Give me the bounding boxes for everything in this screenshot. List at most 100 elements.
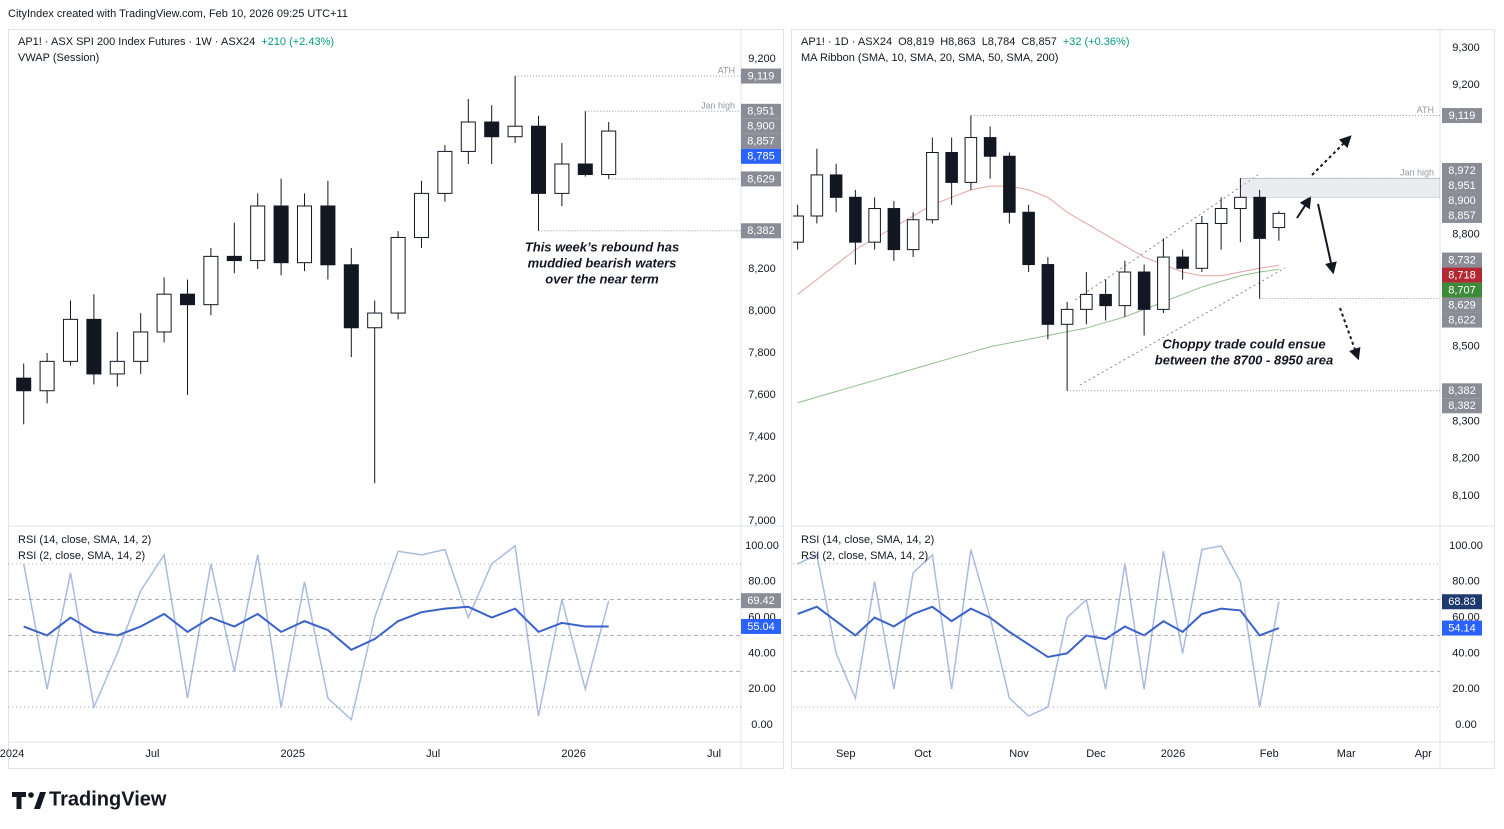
rsi-tick-label: 0.00 bbox=[1455, 719, 1476, 731]
channel-line bbox=[1074, 174, 1259, 301]
candle-body bbox=[1157, 256, 1170, 310]
x-tick-label: Jul bbox=[707, 748, 721, 760]
candle-body bbox=[1214, 208, 1228, 224]
rsi-tick-label: 60.00 bbox=[1452, 611, 1480, 623]
legend-item: L8,784 bbox=[982, 36, 1016, 48]
price-label-box bbox=[1442, 108, 1482, 124]
candle-body bbox=[156, 293, 172, 333]
price-label: 8,707 bbox=[1448, 284, 1476, 296]
indicator-legend: MA Ribbon (SMA, 10, SMA, 20, SMA, 50, SM… bbox=[801, 52, 1058, 64]
y-tick-label: 9,200 bbox=[748, 53, 776, 65]
candle-body bbox=[829, 174, 843, 198]
ma-line bbox=[797, 268, 1279, 404]
logo-mark bbox=[28, 792, 34, 798]
rsi-line bbox=[797, 605, 1280, 659]
candle-body bbox=[1041, 264, 1055, 325]
legend-item: AP1! · 1D · ASX24 bbox=[801, 36, 892, 48]
level-label: Jan high bbox=[701, 101, 735, 111]
price-label-box bbox=[741, 103, 781, 119]
price-label: 8,900 bbox=[1448, 195, 1476, 207]
price-label-box bbox=[1442, 383, 1482, 399]
candle-body bbox=[887, 208, 901, 251]
price-label: 8,382 bbox=[1448, 385, 1476, 397]
x-tick-label: 2024 bbox=[0, 748, 24, 760]
arrow bbox=[1311, 135, 1352, 176]
channel-line bbox=[1079, 267, 1286, 386]
rsi-value-label: 68.83 bbox=[1448, 596, 1476, 608]
y-tick-label: 9,200 bbox=[1452, 79, 1480, 91]
candle-body bbox=[1234, 196, 1247, 210]
candle-body bbox=[62, 318, 79, 362]
y-tick-label: 7,800 bbox=[748, 347, 776, 359]
price-label: 8,629 bbox=[1448, 299, 1476, 311]
level-label: ATH bbox=[1417, 105, 1434, 115]
price-label: 9,119 bbox=[1449, 110, 1476, 122]
candle-body bbox=[320, 205, 336, 266]
candle-body bbox=[367, 312, 383, 329]
rsi-tick-label: 20.00 bbox=[1452, 683, 1480, 695]
candle-body bbox=[39, 360, 55, 392]
arrow bbox=[1339, 307, 1361, 361]
price-label-box bbox=[741, 171, 781, 187]
price-label-box bbox=[1442, 252, 1482, 268]
candle-body bbox=[1253, 196, 1266, 239]
candle-body bbox=[1003, 155, 1016, 213]
price-label-box bbox=[1442, 207, 1482, 223]
candle-body bbox=[926, 152, 939, 221]
rsi-value-label: 69.42 bbox=[747, 595, 775, 607]
y-tick-label: 8,300 bbox=[1452, 415, 1480, 427]
price-label: 8,951 bbox=[1448, 180, 1476, 192]
panel-frame bbox=[8, 29, 784, 769]
x-tick-label: 2026 bbox=[561, 748, 585, 760]
annotation: between the 8700 - 8950 area bbox=[1155, 352, 1334, 367]
rsi-line bbox=[23, 605, 609, 651]
rsi-line bbox=[22, 544, 610, 722]
candle-body bbox=[16, 377, 32, 392]
rsi-tick-label: 80.00 bbox=[748, 576, 776, 588]
header: CityIndex created with TradingView.com, … bbox=[8, 8, 348, 20]
candle-body bbox=[868, 208, 881, 243]
y-tick-label: 8,000 bbox=[748, 305, 776, 317]
price-label: 8,622 bbox=[1448, 314, 1476, 326]
candle-body bbox=[1272, 212, 1286, 229]
candle-body bbox=[1099, 293, 1112, 307]
legend-item: +210 (+2.43%) bbox=[261, 36, 334, 48]
rsi-value-label: 54.14 bbox=[1448, 622, 1476, 634]
candle-body bbox=[413, 192, 430, 238]
candle-body bbox=[484, 121, 500, 138]
candle-body bbox=[1118, 271, 1132, 307]
rsi-legend: RSI (2, close, SMA, 14, 2) bbox=[18, 550, 145, 562]
candle-body bbox=[554, 163, 570, 194]
rsi-tick-label: 100.00 bbox=[1449, 540, 1483, 552]
price-label-box bbox=[1442, 267, 1482, 283]
rsi-value-box bbox=[741, 618, 781, 634]
candle-body bbox=[1137, 271, 1151, 310]
price-label-box bbox=[741, 223, 781, 239]
candle-body bbox=[1080, 293, 1093, 310]
price-label-box bbox=[1442, 312, 1482, 328]
footer-brand: TradingView bbox=[49, 788, 167, 810]
price-label-box bbox=[741, 148, 781, 164]
annotation: Choppy trade could ensue bbox=[1162, 336, 1325, 351]
candle-body bbox=[906, 219, 920, 251]
logo-mark bbox=[12, 792, 26, 809]
price-label-box bbox=[1442, 282, 1482, 298]
y-tick-label: 7,000 bbox=[748, 515, 776, 527]
rsi-value-box bbox=[1442, 620, 1482, 636]
candle-body bbox=[1176, 256, 1189, 269]
rsi-tick-label: 0.00 bbox=[751, 719, 772, 731]
arrow bbox=[1296, 195, 1312, 219]
rsi-legend: RSI (14, close, SMA, 14, 2) bbox=[801, 534, 934, 546]
candle-body bbox=[226, 255, 242, 262]
candle-body bbox=[1060, 308, 1074, 325]
candle-body bbox=[390, 236, 406, 314]
x-tick-label: Dec bbox=[1086, 748, 1106, 760]
plot-area: ATH Jan high bbox=[16, 65, 741, 722]
candle-body bbox=[601, 130, 617, 175]
rsi-value-box bbox=[741, 593, 781, 609]
candle-body bbox=[133, 331, 149, 362]
price-label: 8,382 bbox=[747, 225, 775, 237]
candle-body bbox=[1195, 222, 1209, 269]
candle-body bbox=[793, 215, 804, 243]
